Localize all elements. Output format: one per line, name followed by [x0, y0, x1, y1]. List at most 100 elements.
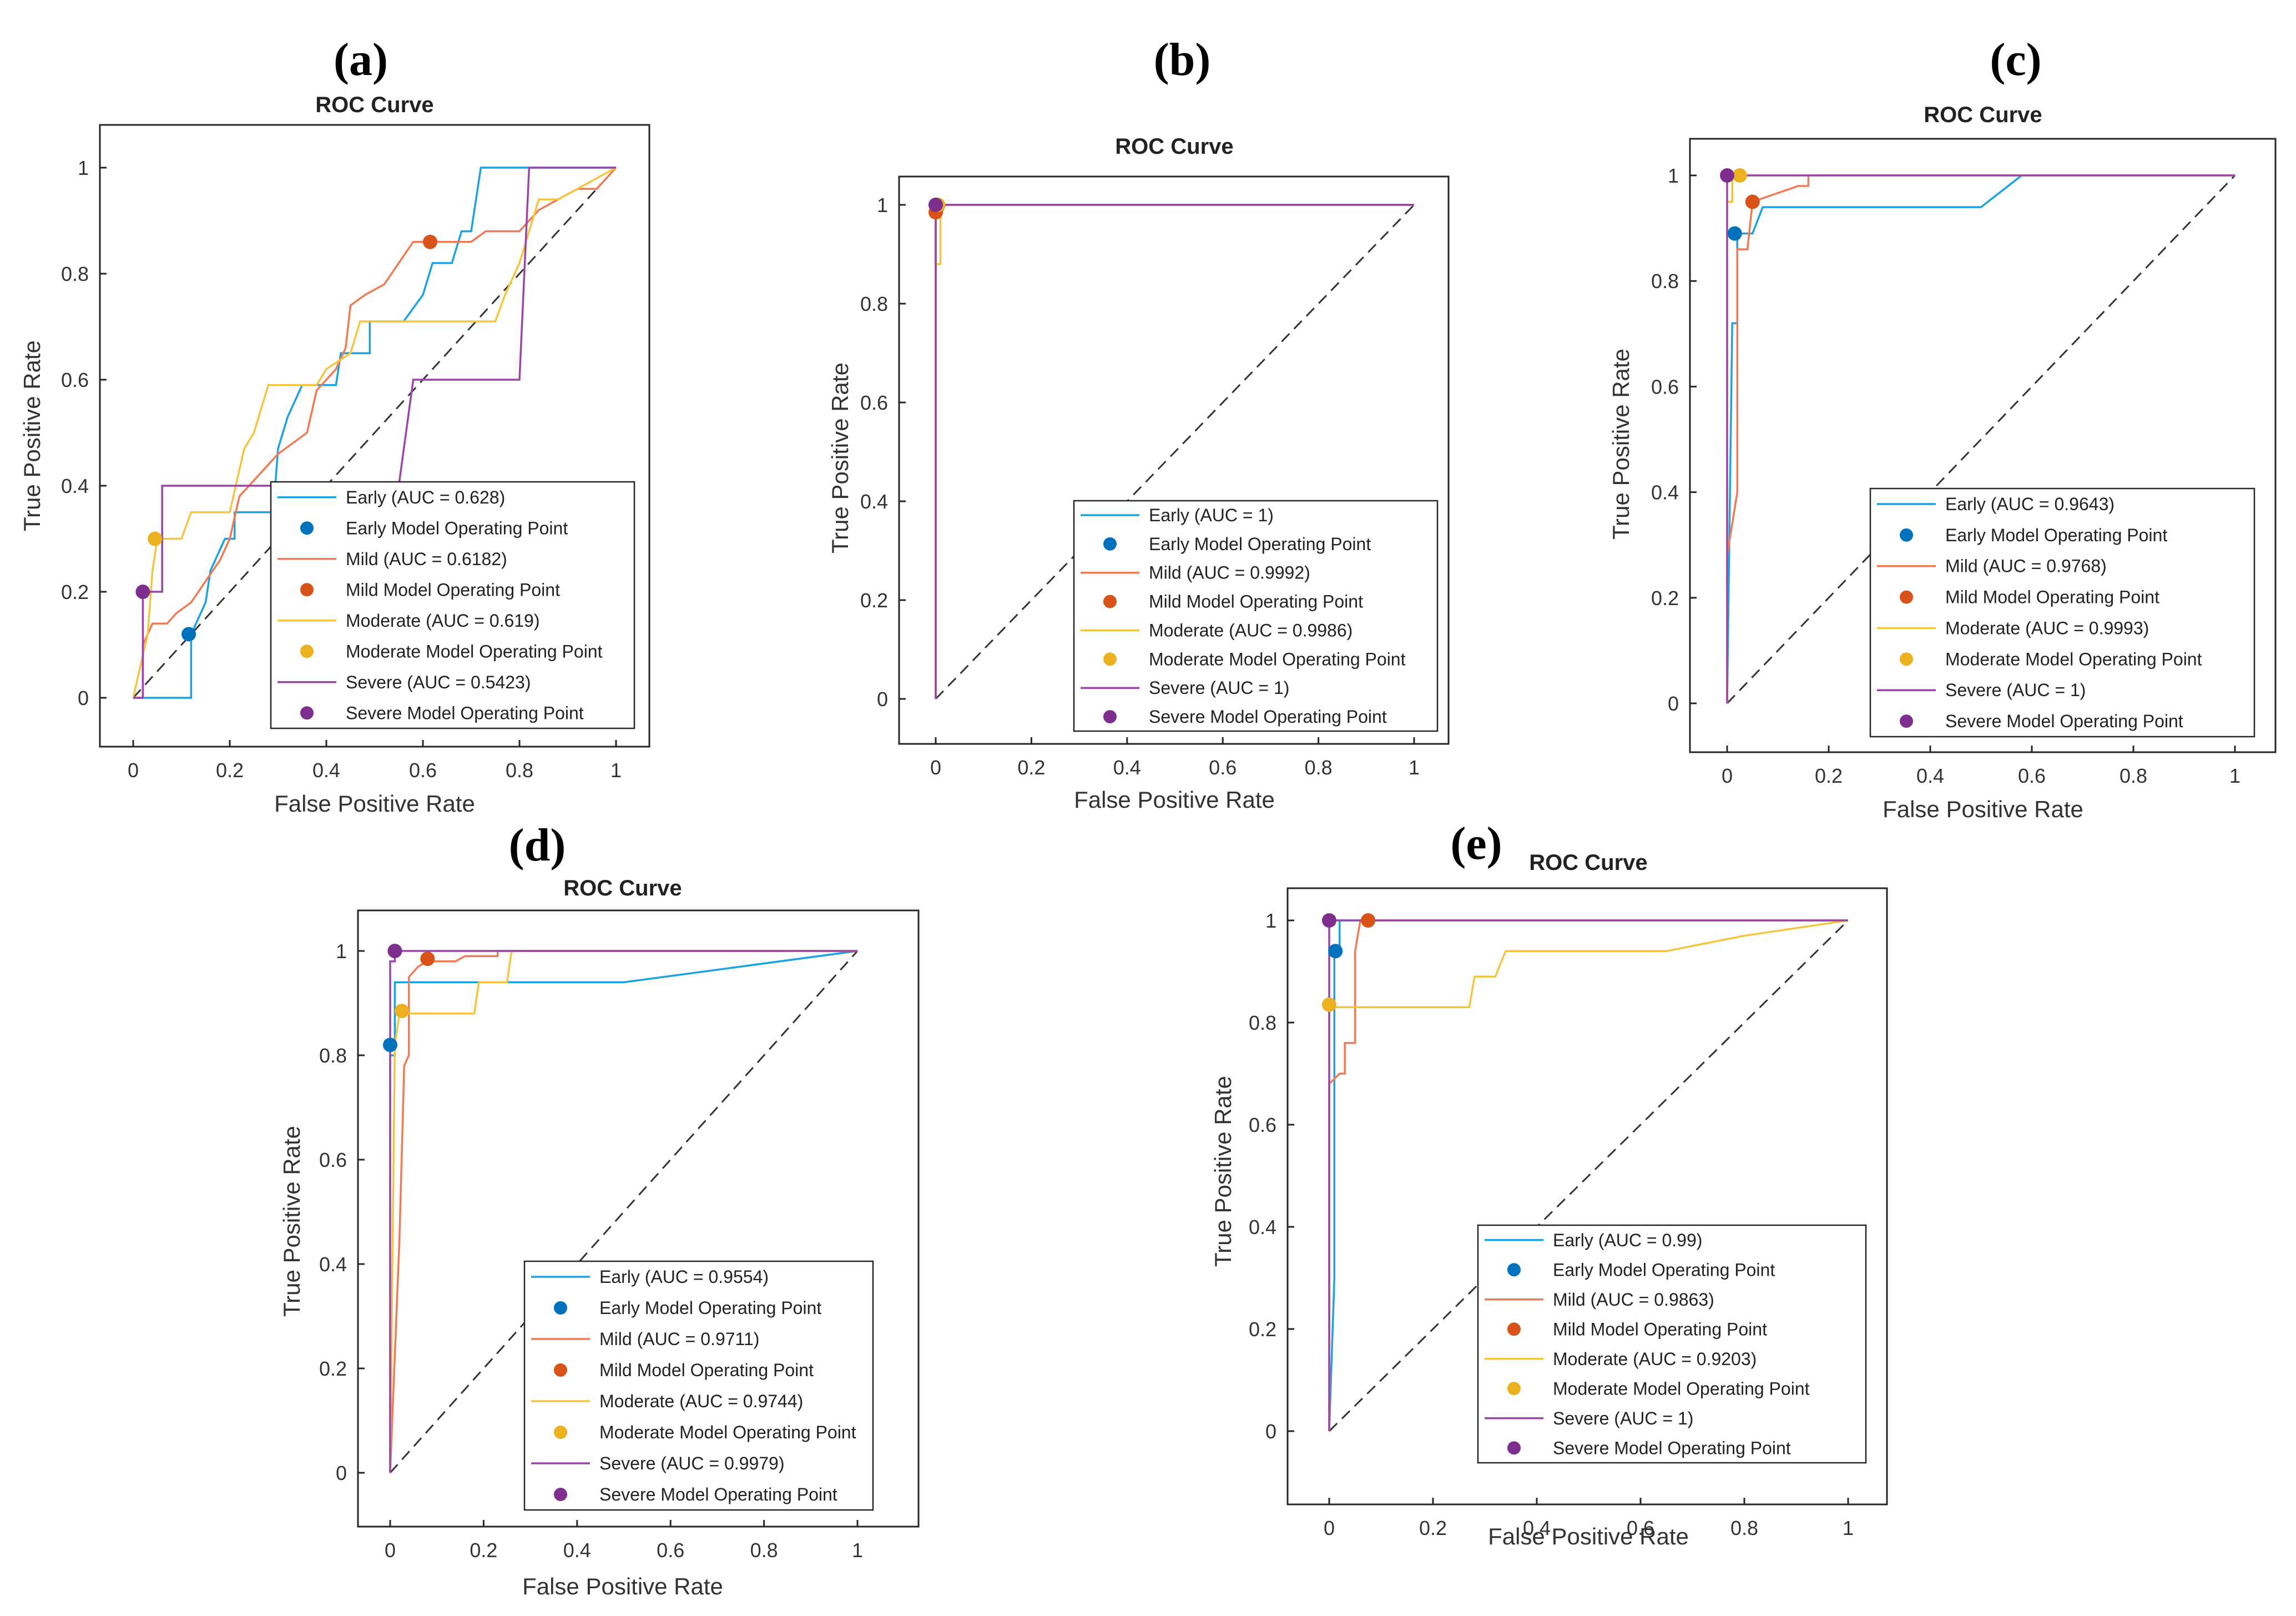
- legend-label-moderate: Moderate (AUC = 0.9986): [1149, 620, 1353, 640]
- x-tick-label: 0.8: [506, 759, 533, 782]
- legend-label-early: Early (AUC = 0.99): [1553, 1230, 1702, 1250]
- roc-curve-early: [1726, 174, 2235, 704]
- y-tick-label: 0.8: [319, 1044, 347, 1067]
- roc-curve-severe: [389, 950, 857, 1473]
- roc-curve-moderate: [389, 950, 857, 1473]
- legend-marker-mild: [554, 1363, 567, 1377]
- legend-marker-moderate: [1900, 652, 1913, 666]
- legend-label-severe: Severe (AUC = 1): [1149, 678, 1289, 698]
- legend-label-early-operating-point: Early Model Operating Point: [599, 1298, 821, 1318]
- chance-diagonal-line: [935, 204, 1415, 700]
- legend-label-severe-operating-point: Severe Model Operating Point: [1553, 1438, 1791, 1458]
- chance-diagonal-line: [1726, 174, 2236, 704]
- axes-box: [99, 124, 650, 748]
- operating-point-severe: [1322, 913, 1336, 928]
- x-tick-label: 0.8: [1305, 756, 1333, 779]
- legend-marker-early: [1507, 1263, 1521, 1277]
- axes-box: [357, 909, 920, 1528]
- legend-label-early-operating-point: Early Model Operating Point: [1149, 534, 1371, 554]
- legend-label-severe-operating-point: Severe Model Operating Point: [599, 1484, 837, 1504]
- operating-point-moderate: [1322, 997, 1336, 1012]
- legend-marker-severe: [554, 1488, 567, 1501]
- operating-point-early: [181, 627, 196, 642]
- x-tick-label: 0.8: [750, 1539, 778, 1562]
- panel-label: (d): [509, 819, 566, 871]
- legend-marker-moderate: [1103, 652, 1117, 666]
- y-tick-label: 0.2: [1651, 587, 1679, 610]
- legend-label-early: Early (AUC = 0.9554): [599, 1267, 769, 1287]
- chart-title: ROC Curve: [1924, 103, 2042, 127]
- x-tick-label: 0.4: [1523, 1517, 1551, 1539]
- y-tick-label: 1: [1265, 909, 1276, 932]
- y-tick-label: 0: [1668, 692, 1679, 715]
- legend-label-severe-operating-point: Severe Model Operating Point: [1945, 711, 2183, 731]
- legend-marker-moderate: [554, 1426, 567, 1439]
- legend-label-mild-operating-point: Mild Model Operating Point: [346, 580, 560, 600]
- axes-box: [898, 175, 1450, 745]
- legend-box: [1073, 500, 1439, 732]
- panel-label: (e): [1450, 818, 1502, 869]
- operating-point-moderate: [1732, 168, 1747, 183]
- x-tick-label: 0.2: [1419, 1517, 1447, 1539]
- legend-marker-moderate: [300, 645, 314, 658]
- chart-title: ROC Curve: [1115, 134, 1233, 159]
- chance-diagonal-line: [132, 167, 617, 699]
- x-tick-label: 1: [852, 1539, 863, 1562]
- roc-curve-moderate: [1328, 919, 1849, 1431]
- y-tick-label: 0.4: [860, 490, 888, 513]
- legend-marker-mild: [1507, 1322, 1521, 1336]
- x-tick-label: 0: [385, 1539, 396, 1562]
- legend-marker-early: [1900, 528, 1913, 542]
- operating-point-early: [383, 1038, 397, 1053]
- operating-point-mild: [420, 952, 435, 966]
- chart-title: ROC Curve: [315, 93, 433, 117]
- x-tick-label: 0.4: [1113, 756, 1141, 779]
- x-axis-label: False Positive Rate: [1883, 796, 2083, 822]
- y-tick-label: 1: [1668, 164, 1679, 187]
- legend-label-severe-operating-point: Severe Model Operating Point: [1149, 707, 1387, 727]
- operating-point-severe: [135, 585, 150, 599]
- x-axis-label: False Positive Rate: [522, 1573, 723, 1599]
- operating-point-mild: [1361, 913, 1376, 928]
- legend-label-moderate-operating-point: Moderate Model Operating Point: [346, 641, 603, 661]
- legend-label-moderate: Moderate (AUC = 0.9993): [1945, 618, 2149, 638]
- y-tick-label: 0.6: [860, 391, 888, 414]
- legend-label-mild-operating-point: Mild Model Operating Point: [1945, 587, 2159, 607]
- legend-label-severe-operating-point: Severe Model Operating Point: [346, 703, 584, 723]
- x-tick-label: 0.4: [1916, 764, 1944, 787]
- legend-marker-mild: [300, 583, 314, 597]
- y-tick-label: 0.6: [1651, 375, 1679, 398]
- x-tick-label: 1: [1409, 756, 1420, 779]
- y-tick-label: 1: [336, 940, 347, 963]
- legend-label-mild: Mild (AUC = 0.9863): [1553, 1290, 1714, 1310]
- roc-curve-mild: [133, 167, 617, 699]
- legend-label-mild: Mild (AUC = 0.6182): [346, 549, 507, 569]
- legend-label-mild-operating-point: Mild Model Operating Point: [1553, 1319, 1767, 1339]
- x-tick-label: 0.2: [470, 1539, 497, 1562]
- y-tick-label: 0.8: [860, 293, 888, 315]
- legend-label-severe: Severe (AUC = 0.5423): [346, 672, 531, 692]
- x-tick-label: 1: [2229, 764, 2241, 787]
- x-tick-label: 1: [1843, 1517, 1854, 1539]
- operating-point-mild: [423, 234, 438, 249]
- legend-box: [270, 481, 635, 729]
- legend-label-moderate-operating-point: Moderate Model Operating Point: [599, 1422, 856, 1442]
- legend-marker-moderate: [1507, 1382, 1521, 1396]
- legend-marker-mild: [1103, 595, 1117, 608]
- legend-label-severe: Severe (AUC = 1): [1553, 1408, 1693, 1428]
- legend-label-early: Early (AUC = 0.9643): [1945, 494, 2115, 514]
- roc-curve-mild: [1328, 919, 1848, 1431]
- x-tick-label: 0.6: [2018, 764, 2046, 787]
- y-tick-label: 0.4: [61, 475, 89, 497]
- operating-point-moderate: [395, 1004, 410, 1019]
- y-axis-label: True Positive Rate: [1608, 349, 1634, 540]
- legend-label-mild-operating-point: Mild Model Operating Point: [1149, 592, 1363, 612]
- y-tick-label: 0.4: [1249, 1216, 1276, 1239]
- roc-panel-d: (d) ROC Curve 0 0.2 0.4 0.6 0.8 1 0 0.2 0.4 0.6 0.8 1…: [279, 819, 920, 1599]
- legend-label-moderate-operating-point: Moderate Model Operating Point: [1945, 649, 2202, 669]
- x-tick-label: 0.8: [1730, 1517, 1758, 1539]
- legend-marker-severe: [300, 706, 314, 720]
- y-tick-label: 1: [78, 157, 89, 179]
- y-tick-label: 0.2: [319, 1357, 347, 1380]
- y-tick-label: 1: [877, 194, 888, 217]
